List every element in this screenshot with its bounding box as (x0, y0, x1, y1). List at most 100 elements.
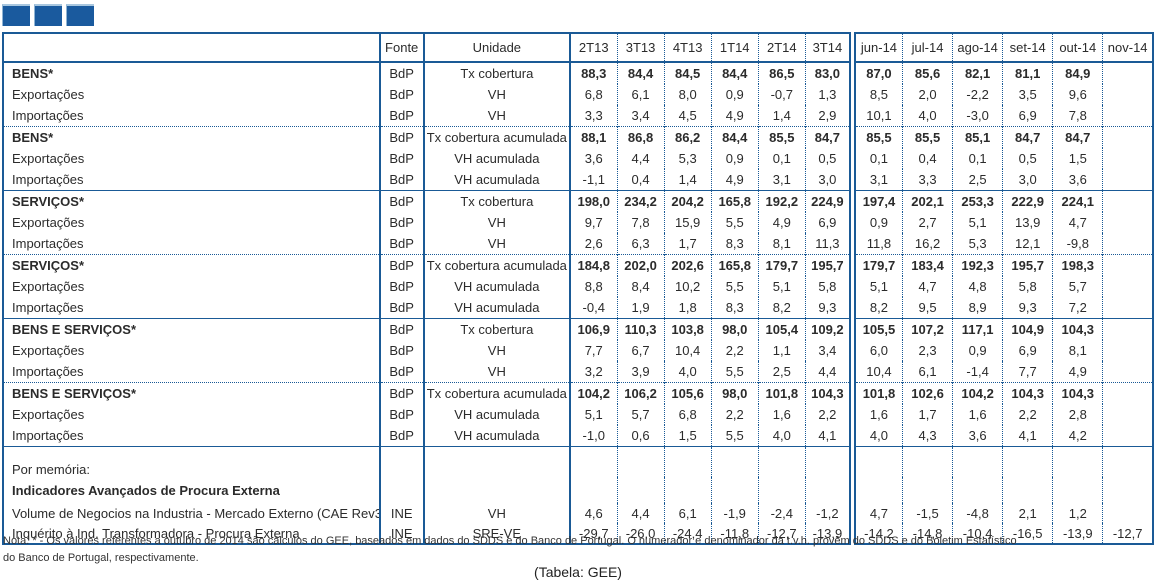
value-cell: 202,6 (663, 254, 712, 276)
value-cell: 7,2 (1052, 297, 1103, 319)
column-header: 2T14 (757, 33, 806, 63)
value-cell (1102, 340, 1153, 361)
value-cell: -1,1 (568, 169, 618, 191)
value-cell: 8,0 (663, 84, 712, 105)
column-header: 1T14 (710, 33, 759, 63)
value-cell: 82,1 (952, 62, 1003, 84)
value-cell: 3,6 (568, 148, 618, 169)
value-cell: 165,8 (710, 254, 759, 276)
fonte-cell: BdP (378, 382, 424, 404)
value-cell: 10,2 (663, 276, 712, 297)
row-label: SERVIÇOS* (3, 190, 380, 212)
table-row: BENS* BdP Tx cobertura acumulada 88,1 86,8 86… (3, 126, 1153, 148)
value-cell: 0,4 (901, 148, 953, 169)
value-cell: 7,8 (616, 212, 665, 233)
value-cell: 8,2 (848, 297, 903, 319)
decorative-squares (2, 4, 94, 26)
value-cell: -14,2 (848, 523, 903, 544)
value-cell (568, 446, 618, 477)
value-cell: 2,5 (757, 361, 806, 383)
value-cell (1102, 105, 1153, 127)
value-cell: 3,4 (804, 340, 853, 361)
value-cell (1102, 254, 1153, 276)
value-cell: 234,2 (616, 190, 665, 212)
column-header: jun-14 (848, 33, 903, 63)
value-cell: 98,0 (710, 382, 759, 404)
value-cell: 4,4 (616, 503, 665, 523)
value-cell (1052, 477, 1103, 503)
value-cell: 1,3 (804, 84, 853, 105)
row-label: Exportações (12, 343, 85, 358)
value-cell: -12,7 (1102, 523, 1153, 544)
value-cell: 5,7 (1052, 276, 1103, 297)
value-cell: 2,6 (568, 233, 618, 255)
value-cell: 179,7 (848, 254, 903, 276)
value-cell: 3,1 (757, 169, 806, 191)
value-cell: 4,0 (901, 105, 953, 127)
table-row: Importações BdP VH acumulada -0,4 1,9 1,8 8,3 8… (3, 297, 1153, 319)
value-cell: 179,7 (757, 254, 806, 276)
value-cell: 6,7 (616, 340, 665, 361)
value-cell (901, 477, 953, 503)
table-row: Importações BdP VH acumulada -1,0 0,6 1,5 5,5 4… (3, 425, 1153, 447)
value-cell: 183,4 (901, 254, 953, 276)
value-cell: 1,6 (757, 404, 806, 425)
value-cell: 0,9 (952, 340, 1003, 361)
value-cell: 3,5 (1002, 84, 1053, 105)
value-cell (616, 446, 665, 477)
value-cell: 5,1 (952, 212, 1003, 233)
value-cell: 195,7 (804, 254, 853, 276)
fonte-cell (378, 446, 424, 477)
value-cell (1102, 190, 1153, 212)
value-cell: 84,7 (1002, 126, 1053, 148)
value-cell: 4,0 (663, 361, 712, 383)
value-cell: 4,1 (1002, 425, 1053, 447)
data-group: BENS* BdP Tx cobertura acumulada 88,1 86,8 86… (3, 126, 1153, 191)
value-cell (1102, 126, 1153, 148)
unidade-cell: VH (422, 233, 570, 255)
column-header: Unidade (422, 33, 570, 63)
value-cell: 98,0 (710, 318, 759, 340)
table-container: Fonte Unidade 2T13 3T13 4T13 1T14 2T14 3T14 jun-… (2, 32, 1154, 545)
value-cell: 2,2 (710, 340, 759, 361)
value-cell: -2,4 (757, 503, 806, 523)
row-label: BENS E SERVIÇOS* (3, 382, 380, 404)
value-cell: 16,2 (901, 233, 953, 255)
value-cell: 5,3 (952, 233, 1003, 255)
value-cell (1102, 62, 1153, 84)
memo-section: Por memória: Indicadores Avançados de Pro… (3, 446, 1153, 544)
value-cell: 104,3 (1052, 382, 1103, 404)
unidade-cell: VH acumulada (422, 425, 570, 447)
value-cell: 202,1 (901, 190, 953, 212)
value-cell: -29,7 (568, 523, 618, 544)
fonte-cell: BdP (378, 340, 424, 361)
value-cell: 1,5 (663, 425, 712, 447)
value-cell: 5,7 (616, 404, 665, 425)
unidade-cell: Tx cobertura acumulada (422, 254, 570, 276)
fonte-cell: BdP (378, 254, 424, 276)
fonte-cell: BdP (378, 404, 424, 425)
value-cell: 4,0 (848, 425, 903, 447)
value-cell: 0,6 (616, 425, 665, 447)
value-cell: 198,0 (568, 190, 618, 212)
unidade-cell: VH acumulada (422, 297, 570, 319)
table-row: SERVIÇOS* BdP Tx cobertura acumulada 184,8 2… (3, 254, 1153, 276)
value-cell: 105,4 (757, 318, 806, 340)
value-cell: 198,3 (1052, 254, 1103, 276)
value-cell: 5,5 (710, 425, 759, 447)
value-cell: 1,5 (1052, 148, 1103, 169)
value-cell: 2,7 (901, 212, 953, 233)
row-label: Importações (12, 428, 84, 443)
value-cell (952, 477, 1003, 503)
column-header: nov-14 (1102, 33, 1153, 63)
fonte-cell: BdP (378, 276, 424, 297)
footnote: Nota: * - Os valores referentes a outubr… (3, 533, 1153, 567)
fonte-cell: BdP (378, 126, 424, 148)
value-cell (1102, 169, 1153, 191)
column-header: jul-14 (901, 33, 953, 63)
value-cell: 3,3 (901, 169, 953, 191)
value-cell: 102,6 (901, 382, 953, 404)
unidade-cell: VH acumulada (422, 148, 570, 169)
value-cell: 192,2 (757, 190, 806, 212)
value-cell: 1,4 (757, 105, 806, 127)
